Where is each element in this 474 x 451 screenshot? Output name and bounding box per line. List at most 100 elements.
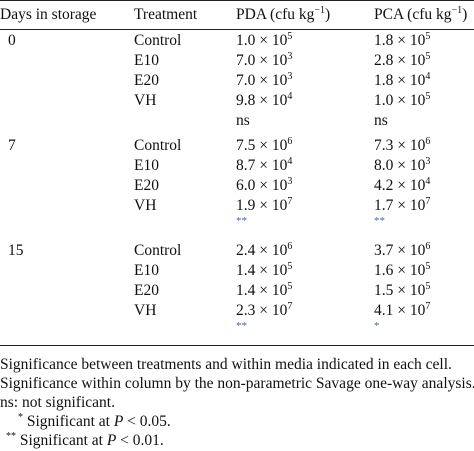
pda-exponent: 5: [287, 31, 293, 42]
pca-value-cell: 3.7 × 106: [374, 242, 430, 260]
pda-value-cell: 7.5 × 106: [236, 137, 292, 155]
pda-mantissa: 2.3 × 10: [236, 302, 288, 319]
pca-mantissa: 8.0 × 10: [374, 157, 426, 174]
pda-exponent: 3: [287, 176, 293, 187]
pca-mantissa: 2.8 × 10: [374, 52, 426, 69]
pda-value-cell: 9.8 × 104: [236, 92, 292, 110]
pda-significance: **: [236, 320, 247, 332]
pda-mantissa: 9.8 × 10: [236, 92, 288, 109]
pca-value-cell: 1.0 × 105: [374, 92, 430, 110]
day-label: 15: [8, 242, 24, 259]
pda-mantissa: 2.4 × 10: [236, 242, 288, 259]
note-ns: ns: not significant.: [0, 394, 115, 411]
pca-exponent: 5: [425, 31, 431, 42]
day-label: 0: [8, 32, 16, 49]
pca-value-cell: 4.2 × 104: [374, 177, 430, 195]
pca-exponent: 4: [425, 176, 431, 187]
pda-value-cell: 1.0 × 105: [236, 32, 292, 50]
pca-exponent: 5: [425, 51, 431, 62]
pda-exponent: 7: [287, 196, 293, 207]
pda-exponent: 5: [287, 281, 293, 292]
table-top-rule: [0, 0, 474, 1]
pda-mantissa: 7.0 × 10: [236, 52, 288, 69]
pda-value-cell: 2.3 × 107: [236, 302, 292, 320]
pda-value-cell: 7.0 × 103: [236, 52, 292, 70]
pda-exponent: 5: [287, 261, 293, 272]
pca-exponent: 6: [425, 241, 431, 252]
treatment-cell: E20: [134, 72, 159, 89]
pda-value-cell: 1.9 × 107: [236, 197, 292, 215]
pda-value-cell: 1.4 × 105: [236, 262, 292, 280]
pda-mantissa: 1.9 × 10: [236, 197, 288, 214]
pda-value-cell: 6.0 × 103: [236, 177, 292, 195]
pda-mantissa: 1.0 × 10: [236, 32, 288, 49]
pda-exponent: 4: [287, 156, 293, 167]
header-days: Days in storage: [0, 6, 97, 23]
pca-exponent: 3: [425, 156, 431, 167]
treatment-cell: VH: [134, 197, 157, 214]
header-pda: PDA (cfu kg−1): [236, 5, 331, 24]
pca-mantissa: 1.7 × 10: [374, 197, 426, 214]
pda-exponent: 6: [287, 136, 293, 147]
pda-exponent: 3: [287, 51, 293, 62]
pca-exponent: 5: [425, 91, 431, 102]
pda-value-cell: 2.4 × 106: [236, 242, 292, 260]
pca-exponent: 6: [425, 136, 431, 147]
pda-mantissa: 6.0 × 10: [236, 177, 288, 194]
pda-mantissa: 1.4 × 10: [236, 262, 288, 279]
treatment-cell: E10: [134, 262, 159, 279]
table-bottom-rule: [0, 345, 474, 346]
pca-significance: *: [374, 320, 380, 332]
pca-significance: ns: [374, 112, 388, 129]
pca-mantissa: 1.6 × 10: [374, 262, 426, 279]
pca-mantissa: 4.1 × 10: [374, 302, 426, 319]
pda-exponent: 3: [287, 71, 293, 82]
treatment-cell: E10: [134, 52, 159, 69]
pda-mantissa: 7.5 × 10: [236, 137, 288, 154]
treatment-cell: Control: [134, 32, 182, 49]
pca-value-cell: 7.3 × 106: [374, 137, 430, 155]
note-p001: ** Significant at P < 0.01.: [6, 431, 164, 450]
pda-significance: ns: [236, 112, 250, 129]
treatment-cell: Control: [134, 137, 182, 154]
pda-mantissa: 8.7 × 10: [236, 157, 288, 174]
pca-mantissa: 1.0 × 10: [374, 92, 426, 109]
note-significance-column: Significance within column by the non-pa…: [0, 375, 474, 392]
pca-value-cell: 1.8 × 104: [374, 72, 430, 90]
treatment-cell: E10: [134, 157, 159, 174]
pca-mantissa: 7.3 × 10: [374, 137, 426, 154]
pca-exponent: 4: [425, 71, 431, 82]
pda-exponent: 7: [287, 301, 293, 312]
pca-value-cell: 1.5 × 105: [374, 282, 430, 300]
pca-significance: **: [374, 215, 385, 227]
pca-value-cell: 4.1 × 107: [374, 302, 430, 320]
pca-exponent: 7: [425, 196, 431, 207]
pca-value-cell: 8.0 × 103: [374, 157, 430, 175]
pda-exponent: 4: [287, 91, 293, 102]
treatment-cell: Control: [134, 242, 182, 259]
pca-mantissa: 1.8 × 10: [374, 72, 426, 89]
treatment-cell: VH: [134, 92, 157, 109]
header-bottom-rule: [0, 29, 474, 30]
day-label: 7: [8, 137, 16, 154]
pda-mantissa: 1.4 × 10: [236, 282, 288, 299]
pda-value-cell: 8.7 × 104: [236, 157, 292, 175]
pca-exponent: 5: [425, 261, 431, 272]
pca-value-cell: 1.6 × 105: [374, 262, 430, 280]
pda-value-cell: 7.0 × 103: [236, 72, 292, 90]
pca-mantissa: 4.2 × 10: [374, 177, 426, 194]
pca-value-cell: 2.8 × 105: [374, 52, 430, 70]
pda-mantissa: 7.0 × 10: [236, 72, 288, 89]
treatment-cell: VH: [134, 302, 157, 319]
header-treatment: Treatment: [134, 6, 198, 23]
pca-value-cell: 1.8 × 105: [374, 32, 430, 50]
pda-value-cell: 1.4 × 105: [236, 282, 292, 300]
pda-exponent: 6: [287, 241, 293, 252]
pca-mantissa: 1.8 × 10: [374, 32, 426, 49]
note-significance-cells: Significance between treatments and with…: [0, 356, 452, 373]
note-p005: * Significant at P < 0.05.: [18, 412, 171, 431]
pca-mantissa: 1.5 × 10: [374, 282, 426, 299]
pca-mantissa: 3.7 × 10: [374, 242, 426, 259]
pca-exponent: 7: [425, 301, 431, 312]
header-pca: PCA (cfu kg−1): [374, 5, 468, 24]
